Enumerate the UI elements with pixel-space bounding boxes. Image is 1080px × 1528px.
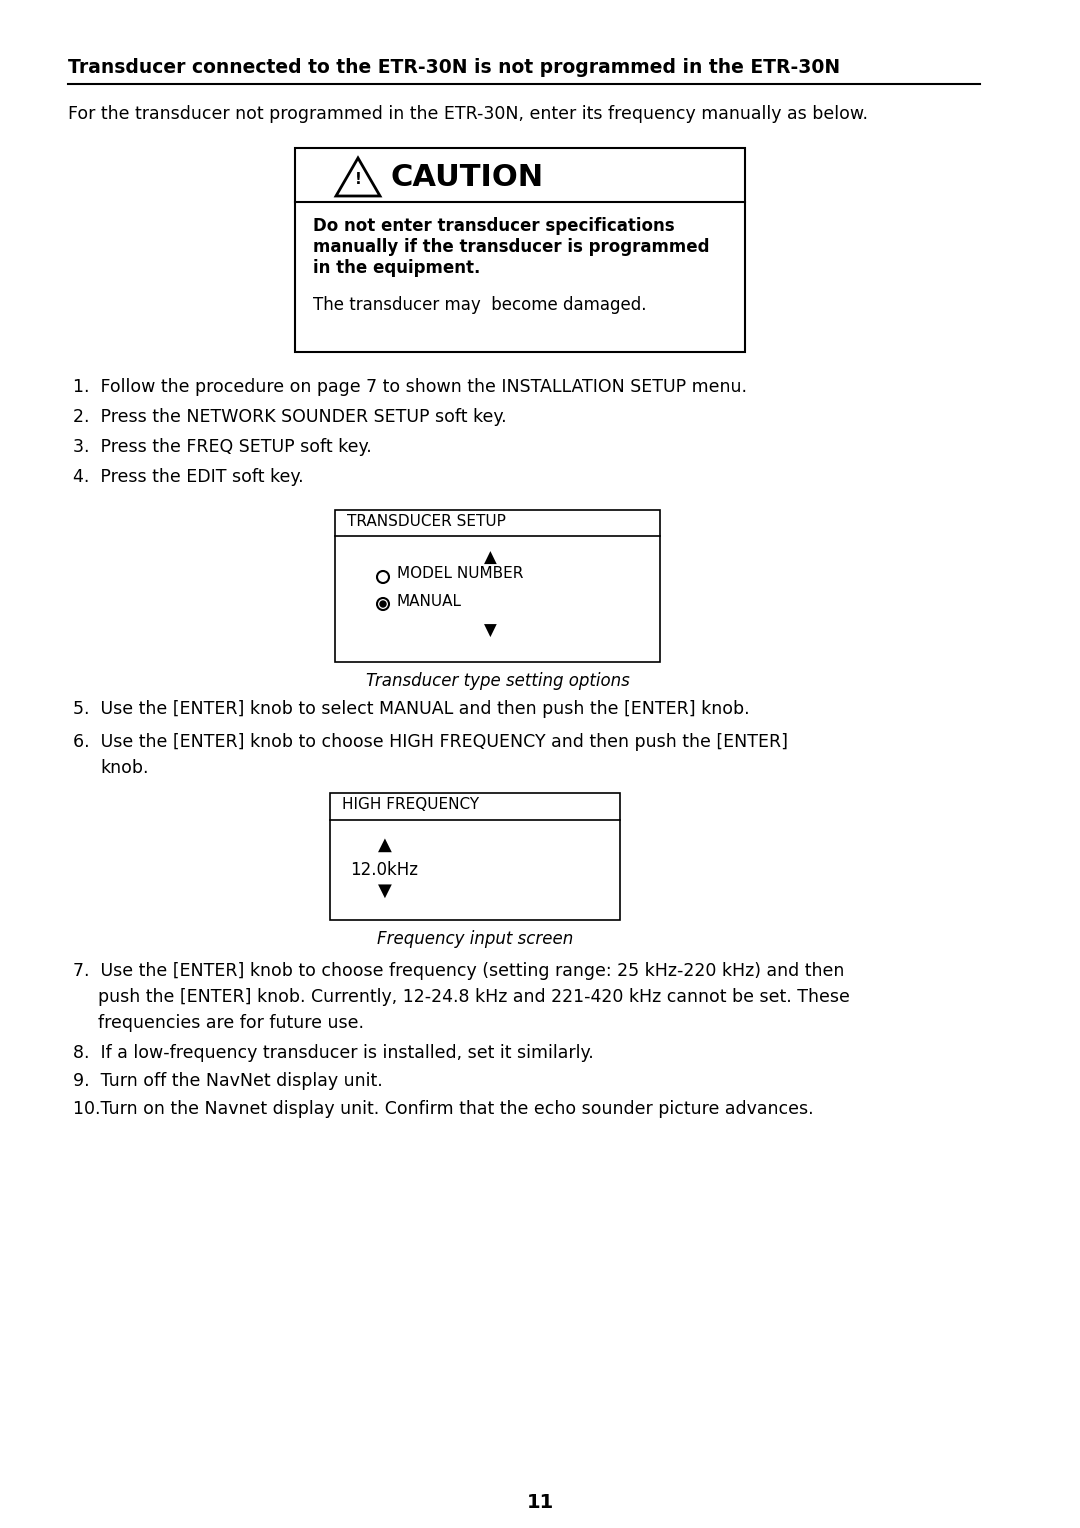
Text: Transducer connected to the ETR-30N is not programmed in the ETR-30N: Transducer connected to the ETR-30N is n… xyxy=(68,58,840,76)
Text: 6.  Use the [ENTER] knob to choose HIGH FREQUENCY and then push the [ENTER]: 6. Use the [ENTER] knob to choose HIGH F… xyxy=(73,733,788,750)
Text: 7.  Use the [ENTER] knob to choose frequency (setting range: 25 kHz-220 kHz) and: 7. Use the [ENTER] knob to choose freque… xyxy=(73,963,845,979)
Text: 11: 11 xyxy=(526,1493,554,1513)
Text: 9.  Turn off the NavNet display unit.: 9. Turn off the NavNet display unit. xyxy=(73,1073,382,1089)
Bar xyxy=(330,793,620,920)
Text: !: ! xyxy=(354,171,362,186)
Text: 2.  Press the NETWORK SOUNDER SETUP soft key.: 2. Press the NETWORK SOUNDER SETUP soft … xyxy=(73,408,507,426)
Text: CAUTION: CAUTION xyxy=(390,162,543,191)
Bar xyxy=(295,148,745,351)
Text: 5.  Use the [ENTER] knob to select MANUAL and then push the [ENTER] knob.: 5. Use the [ENTER] knob to select MANUAL… xyxy=(73,700,750,718)
Text: 4.  Press the EDIT soft key.: 4. Press the EDIT soft key. xyxy=(73,468,303,486)
Text: MANUAL: MANUAL xyxy=(397,593,462,608)
Text: push the [ENTER] knob. Currently, 12-24.8 kHz and 221-420 kHz cannot be set. The: push the [ENTER] knob. Currently, 12-24.… xyxy=(98,989,850,1005)
Text: frequencies are for future use.: frequencies are for future use. xyxy=(98,1015,364,1031)
Text: 1.  Follow the procedure on page 7 to shown the INSTALLATION SETUP menu.: 1. Follow the procedure on page 7 to sho… xyxy=(73,377,747,396)
Text: 8.  If a low-frequency transducer is installed, set it similarly.: 8. If a low-frequency transducer is inst… xyxy=(73,1044,594,1062)
Text: 10.Turn on the Navnet display unit. Confirm that the echo sounder picture advanc: 10.Turn on the Navnet display unit. Conf… xyxy=(73,1100,813,1118)
Text: ▼: ▼ xyxy=(378,882,392,900)
Text: manually if the transducer is programmed: manually if the transducer is programmed xyxy=(313,238,710,257)
Text: The transducer may  become damaged.: The transducer may become damaged. xyxy=(313,296,647,313)
Text: ▼: ▼ xyxy=(484,622,497,640)
Text: 3.  Press the FREQ SETUP soft key.: 3. Press the FREQ SETUP soft key. xyxy=(73,439,372,455)
Bar xyxy=(335,510,660,662)
Text: TRANSDUCER SETUP: TRANSDUCER SETUP xyxy=(347,513,505,529)
Text: For the transducer not programmed in the ETR-30N, enter its frequency manually a: For the transducer not programmed in the… xyxy=(68,105,868,122)
Text: knob.: knob. xyxy=(100,759,149,778)
Text: Transducer type setting options: Transducer type setting options xyxy=(366,672,630,691)
Text: in the equipment.: in the equipment. xyxy=(313,260,481,277)
Text: Frequency input screen: Frequency input screen xyxy=(377,931,573,947)
Text: ▲: ▲ xyxy=(484,549,497,567)
Text: 12.0kHz: 12.0kHz xyxy=(350,860,418,879)
Text: Do not enter transducer specifications: Do not enter transducer specifications xyxy=(313,217,675,235)
Text: ▲: ▲ xyxy=(378,836,392,854)
Text: HIGH FREQUENCY: HIGH FREQUENCY xyxy=(342,798,480,811)
Text: MODEL NUMBER: MODEL NUMBER xyxy=(397,567,524,582)
Circle shape xyxy=(380,601,386,607)
